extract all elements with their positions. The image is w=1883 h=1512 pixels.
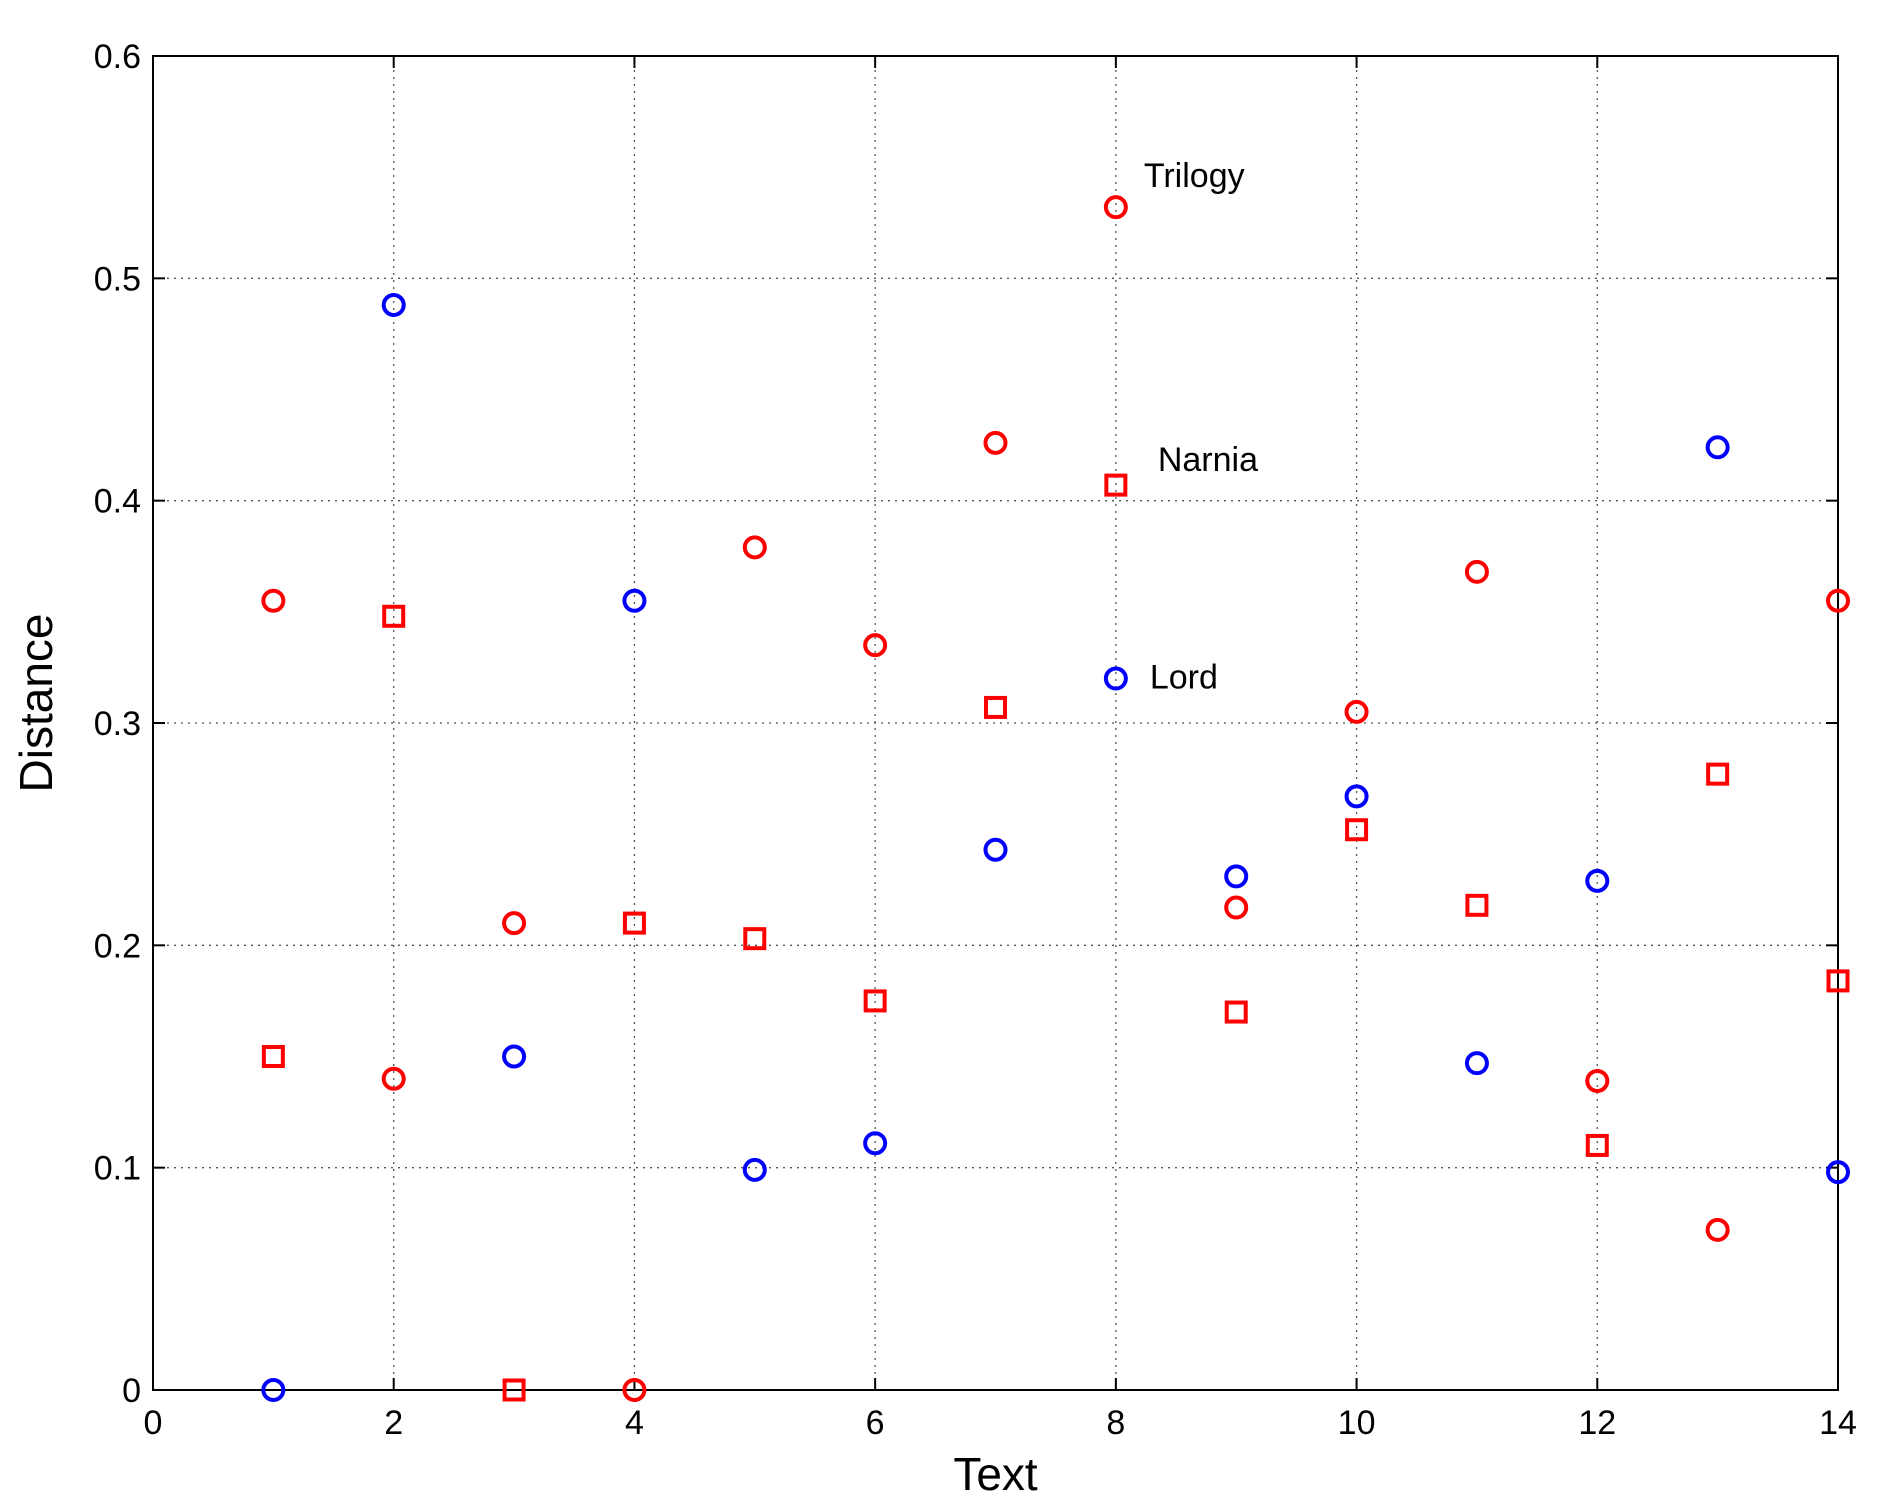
data-point-circle bbox=[1224, 864, 1249, 889]
data-point-circle bbox=[1224, 895, 1249, 920]
x-tick-label: 6 bbox=[866, 1404, 885, 1442]
data-point-circle bbox=[742, 1157, 767, 1182]
data-point-square bbox=[622, 911, 646, 935]
data-point-circle bbox=[622, 588, 647, 613]
data-point-square bbox=[1224, 1000, 1248, 1024]
x-tick-label: 0 bbox=[144, 1404, 163, 1442]
data-point-square bbox=[1585, 1133, 1609, 1157]
y-tick-label: 0.1 bbox=[94, 1150, 141, 1188]
data-point-square bbox=[984, 695, 1007, 719]
data-point-circle bbox=[622, 1378, 647, 1402]
data-point-circle bbox=[381, 293, 406, 318]
data-point-circle bbox=[502, 1044, 527, 1069]
y-tick-label: 0.3 bbox=[94, 705, 141, 743]
x-tick-label: 10 bbox=[1338, 1404, 1376, 1442]
x-tick-label: 12 bbox=[1578, 1404, 1616, 1442]
x-axis-label: Text bbox=[953, 1448, 1038, 1500]
y-tick-label: 0.4 bbox=[94, 483, 141, 521]
x-tick-labels: 0 2 4 6 8 10 12 14 bbox=[144, 1404, 1857, 1442]
y-axis-label: Distance bbox=[10, 614, 62, 793]
data-point-circle bbox=[1344, 699, 1369, 724]
y-tick-label: 0.2 bbox=[94, 927, 141, 965]
data-point-square bbox=[261, 1045, 285, 1068]
annotation-label: Narnia bbox=[1158, 441, 1258, 479]
data-point-square bbox=[1465, 893, 1489, 917]
data-point-circle bbox=[1705, 1217, 1730, 1242]
data-point-circle bbox=[863, 1131, 888, 1156]
data-point-circle bbox=[502, 911, 527, 936]
y-tick-label: 0 bbox=[122, 1372, 141, 1410]
data-point-circle bbox=[1585, 1068, 1610, 1093]
data-point-square bbox=[863, 989, 887, 1013]
data-point-circle bbox=[1585, 868, 1610, 893]
data-point-circle bbox=[1705, 435, 1730, 460]
data-point-circle bbox=[1103, 666, 1128, 691]
grid bbox=[153, 56, 1838, 1390]
data-point-circle bbox=[381, 1066, 406, 1091]
data-point-circle bbox=[983, 837, 1008, 862]
data-point-circle bbox=[261, 588, 286, 613]
annotation-label: Lord bbox=[1150, 659, 1218, 697]
annotation-label: Trilogy bbox=[1144, 157, 1245, 195]
x-tick-label: 4 bbox=[625, 1404, 644, 1442]
data-point-circle bbox=[1103, 195, 1128, 220]
data-point-square bbox=[1345, 818, 1369, 842]
data-point-square bbox=[382, 604, 406, 628]
data-point-square bbox=[1104, 473, 1128, 497]
data-point-square bbox=[743, 927, 767, 951]
data-point-circle bbox=[863, 633, 888, 658]
ticks bbox=[152, 55, 1839, 1391]
data-point-circle bbox=[983, 430, 1008, 455]
x-tick-label: 14 bbox=[1819, 1404, 1857, 1442]
x-tick-label: 2 bbox=[384, 1404, 403, 1442]
data-point-circle bbox=[1826, 1160, 1850, 1185]
data-point-circle bbox=[1344, 784, 1369, 809]
data-point-circle bbox=[1826, 588, 1850, 613]
y-tick-label: 0.6 bbox=[94, 38, 141, 76]
data-point-circle bbox=[742, 535, 767, 560]
annotations: Trilogy Narnia Lord bbox=[1144, 157, 1258, 696]
data-point-circle bbox=[1464, 1051, 1489, 1076]
data-point-circle bbox=[261, 1378, 286, 1402]
data-point-circle bbox=[1464, 559, 1489, 584]
x-tick-label: 8 bbox=[1106, 1404, 1125, 1442]
data-markers bbox=[261, 195, 1850, 1402]
y-tick-labels: 0 0.1 0.2 0.3 0.4 0.5 0.6 bbox=[94, 38, 141, 1410]
data-point-square bbox=[1706, 762, 1730, 786]
y-tick-label: 0.5 bbox=[94, 260, 141, 298]
data-point-square bbox=[502, 1378, 526, 1402]
data-point-square bbox=[1826, 969, 1850, 993]
